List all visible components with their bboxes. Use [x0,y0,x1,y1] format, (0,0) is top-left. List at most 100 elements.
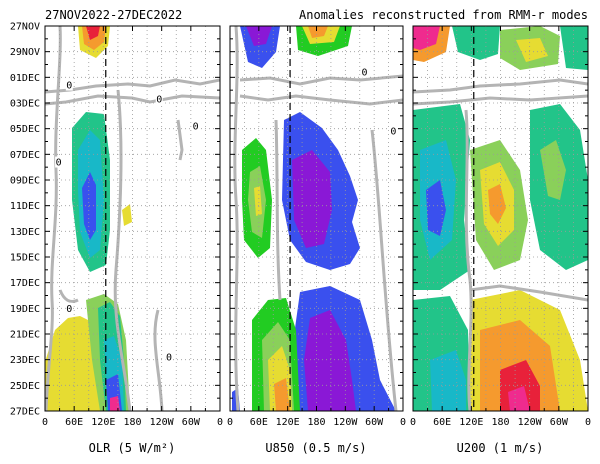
u200-zero-contour-1 [413,78,588,94]
y-tick-label: 23DEC [10,355,40,366]
olr-x-tick-label: 120W [150,417,175,428]
y-tick-label: 03DEC [10,99,40,110]
u850-zero-contour-5 [370,129,398,411]
olr-zero-contour-1 [45,26,62,411]
y-tick-label: 27DEC [10,407,40,418]
u200-shade-bottom-magenta [508,386,530,411]
u200-zero-contour-4 [469,284,588,302]
olr-panel: 0 0 0 0 0 0 0 60E 120E 180 120W 60W 0 [42,25,223,428]
u850-x-tick-label: 120W [333,417,358,428]
y-tick-label: 15DEC [10,253,40,264]
u200-shade-mid-right [540,140,566,200]
y-tick-label: 05DEC [10,124,40,135]
olr-zero-label-bg [55,156,63,168]
date-range-title: 27NOV2022-27DEC2022 [45,8,182,22]
olr-shade-bottom-6 [110,396,120,411]
u200-x-tick-label: 60E [433,417,451,428]
u200-x-tick-label: 0 [585,417,591,428]
olr-zero-contour-3 [45,94,220,106]
u850-x-tick-label: 60E [250,417,268,428]
olr-zero-label-bg [192,120,200,132]
olr-ticks: 0 60E 120E 180 120W 60W 0 [42,25,223,428]
u200-x-tick-label: 180 [491,417,509,428]
olr-zero-label: 0 [156,95,162,106]
olr-zero-label: 0 [166,353,172,364]
u850-shade-bottom-orange [274,378,290,411]
u850-x-tick-label: 180 [307,417,325,428]
olr-zero-label-bg [165,351,173,363]
u850-ticks: 0 60E 120E 180 120W 60W 0 [227,25,406,428]
u850-zero-contour-4 [274,119,282,301]
u200-shade-top-2 [413,26,440,50]
y-tick-label: 09DEC [10,176,40,187]
u200-shade-top-5 [516,38,548,62]
u200-zero-contour-3 [464,109,473,411]
olr-zero-label: 0 [56,158,62,169]
olr-x-tick-label: 0 [42,417,48,428]
u850-zero-label-bg [361,66,369,78]
y-tick-label: 01DEC [10,73,40,84]
u200-x-tick-label: 60W [550,417,569,428]
u200-shade-bottom-blue [430,350,466,411]
u200-ticks: 0 60E 120E 180 120W 60W 0 [410,25,591,428]
olr-axis-label: OLR (5 W/m²) [89,441,176,455]
y-tick-label: 11DEC [10,201,40,212]
u850-grid [230,26,403,411]
u850-shade-bottom-violet [304,310,356,411]
u200-shade-mid-blue-2 [426,180,446,236]
u850-zero-label: 0 [390,127,396,138]
u850-axis-label: U850 (0.5 m/s) [265,441,366,455]
y-tick-label: 29NOV [10,47,40,58]
olr-zero-label: 0 [66,304,72,315]
u850-zero-contour-2 [239,74,403,86]
u850-shade-top-5 [308,26,328,38]
figure-description: Anomalies reconstructed from RMM-r modes [299,8,588,22]
u850-panel: 0 0 0 60E 120E 180 120W 60W 0 [227,25,406,428]
olr-shade-spot [122,204,132,226]
olr-grid [45,26,220,411]
u850-zero-label: 0 [362,68,368,79]
olr-shade-top-3 [86,26,100,40]
olr-zero-contour-4 [113,89,132,411]
u850-shade-top-2 [246,26,272,46]
u850-x-tick-label: 60W [365,417,384,428]
u850-zero-contour-1 [233,26,240,411]
olr-zero-label: 0 [66,81,72,92]
olr-zero-contour-6 [153,309,164,411]
y-tick-label: 27NOV [10,22,40,33]
olr-zero-label-bg [65,302,73,314]
u850-zero-label-bg [389,125,397,137]
u200-x-tick-label: 0 [410,417,416,428]
y-tick-label: 21DEC [10,330,40,341]
y-tick-label: 19DEC [10,304,40,315]
olr-zero-contour-7 [58,289,79,304]
olr-x-tick-label: 120E [91,417,115,428]
u850-x-tick-label: 120E [276,417,300,428]
olr-zero-contour-5 [176,119,184,161]
u200-x-tick-label: 120W [518,417,543,428]
olr-shading [45,26,220,411]
u850-x-tick-label: 0 [227,417,233,428]
u200-shading [413,26,588,411]
u200-shade-mid-orange [488,184,506,224]
u850-shading [232,26,403,411]
y-tick-label: 25DEC [10,381,40,392]
u200-shade-top-3 [452,26,500,60]
y-tick-label: 13DEC [10,227,40,238]
u200-panel: 0 60E 120E 180 120W 60W 0 [410,25,591,428]
y-tick-label: 07DEC [10,150,40,161]
u200-x-tick-label: 120E [459,417,483,428]
olr-zero-label-bg [155,93,163,105]
u850-shade-green-3 [254,186,262,216]
olr-zero-label-bg [65,79,73,91]
olr-x-tick-label: 60E [65,417,83,428]
olr-x-tick-label: 0 [217,417,223,428]
u200-axis-label: U200 (1 m/s) [457,441,544,455]
olr-zero-contour-2 [45,78,220,94]
olr-x-tick-label: 180 [123,417,141,428]
u200-grid [413,26,588,411]
y-axis-date-labels: 27NOV 29NOV 01DEC 03DEC 05DEC 07DEC 09DEC 11DEC… [10,22,40,418]
olr-zero-label: 0 [193,122,199,133]
y-tick-label: 17DEC [10,278,40,289]
